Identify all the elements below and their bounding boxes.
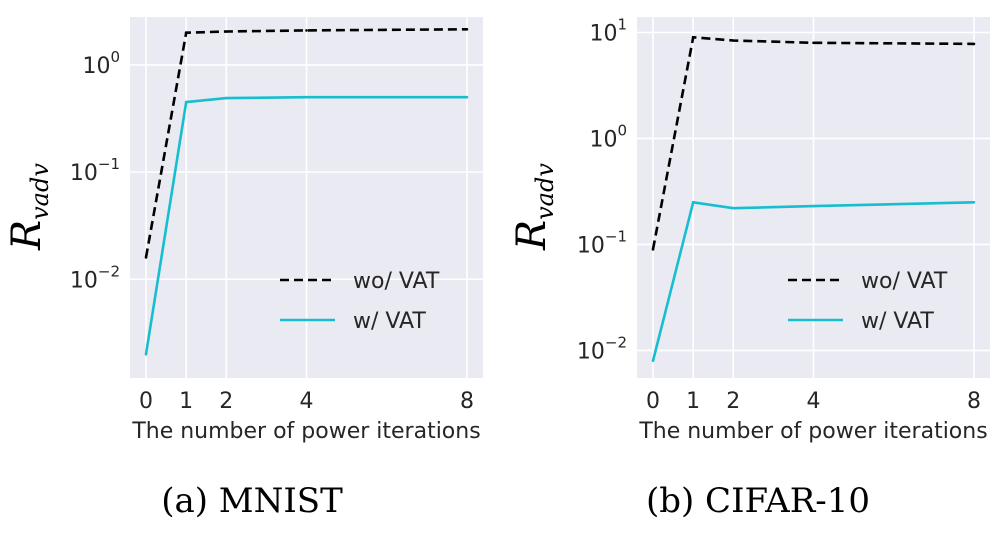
x-tick-label: 2 (726, 389, 740, 414)
y-tick-base: 10 (589, 21, 617, 46)
y-tick-label: 10−1 (70, 155, 120, 186)
data-point (972, 201, 976, 204)
y-tick-label: 10−1 (577, 227, 627, 258)
y-tick-exponent: 0 (110, 48, 120, 66)
y-axis-label: Rvadv (509, 163, 559, 251)
y-tick-label: 101 (589, 15, 627, 46)
y-axis-subscript: vadv (26, 163, 54, 220)
x-tick-label: 1 (686, 389, 700, 414)
y-tick-exponent: −2 (98, 262, 120, 280)
x-tick-label: 0 (646, 389, 660, 414)
data-point (691, 36, 695, 39)
data-point (305, 29, 308, 32)
data-point (305, 95, 308, 99)
y-tick-exponent: 1 (617, 15, 627, 33)
x-tick-label: 2 (219, 389, 233, 414)
y-axis-symbol: R (509, 220, 555, 251)
y-tick-label: 10−2 (577, 333, 627, 364)
data-point (184, 31, 188, 34)
y-tick-base: 10 (70, 161, 98, 186)
data-point (465, 27, 469, 31)
y-tick-exponent: −2 (605, 333, 627, 351)
y-axis-subscript: vadv (531, 163, 559, 220)
x-axis-label: The number of power iterations (131, 419, 480, 444)
subplot-caption: (a) MNIST (161, 481, 343, 521)
y-tick-label: 100 (589, 121, 627, 152)
y-tick-label: 10−2 (70, 262, 120, 293)
legend-label: wo/ VAT (353, 269, 440, 294)
y-tick-label: 100 (82, 48, 120, 79)
y-tick-exponent: 0 (617, 121, 627, 139)
legend-label: wo/ VAT (861, 269, 948, 294)
data-point (224, 96, 228, 100)
y-axis-symbol: R (4, 220, 50, 251)
x-tick-label: 8 (460, 389, 474, 414)
x-tick-label: 0 (139, 389, 153, 414)
data-point (144, 256, 148, 259)
data-point (972, 42, 976, 46)
y-tick-base: 10 (70, 268, 98, 293)
x-axis-label: The number of power iterations (638, 419, 987, 444)
x-tick-label: 1 (179, 389, 193, 414)
data-point (812, 41, 815, 45)
y-tick-base: 10 (82, 54, 110, 79)
y-tick-base: 10 (589, 127, 617, 152)
x-tick-label: 4 (807, 389, 821, 414)
y-tick-base: 10 (577, 233, 605, 258)
data-point (731, 39, 735, 42)
subplot-caption: (b) CIFAR-10 (646, 481, 870, 521)
data-point (731, 206, 735, 210)
y-tick-base: 10 (577, 339, 605, 364)
data-point (465, 95, 469, 99)
data-point (651, 359, 655, 363)
legend-label: w/ VAT (353, 309, 426, 334)
data-point (224, 30, 228, 33)
data-point (184, 100, 188, 104)
data-point (651, 248, 655, 251)
x-tick-label: 4 (300, 389, 314, 414)
data-point (691, 201, 695, 204)
y-axis-label: Rvadv (4, 163, 54, 251)
data-point (812, 204, 815, 208)
y-tick-exponent: −1 (98, 155, 120, 173)
data-point (144, 352, 148, 356)
x-tick-label: 8 (967, 389, 981, 414)
y-tick-exponent: −1 (605, 227, 627, 245)
legend-label: w/ VAT (861, 309, 934, 334)
